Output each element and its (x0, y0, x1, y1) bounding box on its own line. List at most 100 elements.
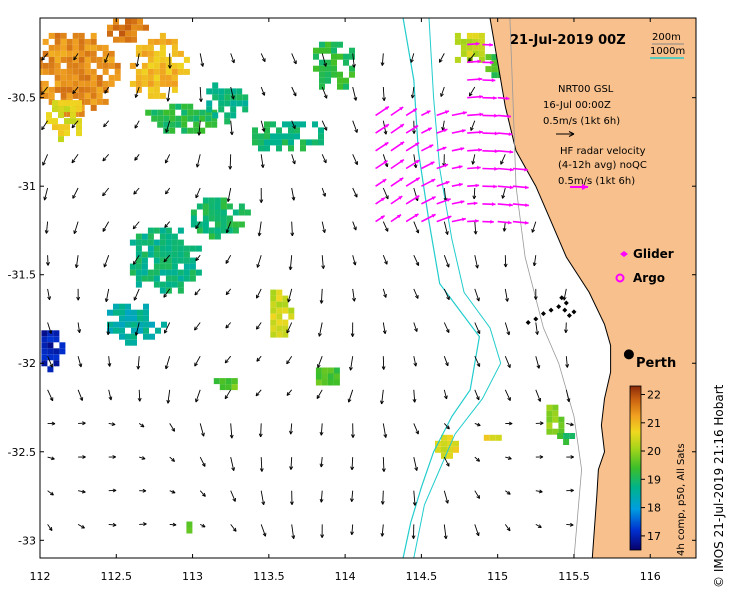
sst-patch (190, 197, 251, 240)
current-arrow (195, 154, 201, 168)
current-arrow (77, 524, 85, 529)
radar-arrow (375, 197, 386, 205)
current-arrow (166, 389, 171, 404)
radar-arrow (512, 203, 529, 207)
current-arrow (352, 187, 358, 198)
current-arrow (291, 86, 297, 97)
current-arrow (104, 53, 110, 63)
radar-arrow (421, 127, 433, 134)
current-arrow (321, 221, 326, 233)
current-arrow (349, 356, 354, 371)
current-arrow (505, 421, 513, 426)
current-arrow (473, 221, 478, 235)
radar-arrow (497, 150, 514, 154)
current-arrow (169, 423, 176, 432)
radar-arrow (451, 182, 463, 187)
radar-arrow (467, 130, 483, 135)
current-arrow (381, 457, 386, 472)
radar-arrow (482, 149, 499, 154)
radar-arrow (467, 165, 481, 170)
radar-arrow (482, 202, 496, 207)
radar-arrow (405, 177, 421, 187)
current-arrow (468, 53, 476, 62)
radar-arrow (436, 198, 451, 205)
current-arrow (535, 389, 542, 402)
radar-arrow (405, 124, 419, 134)
glider-point (571, 309, 577, 315)
radar-arrow (497, 114, 512, 119)
current-arrow (164, 322, 171, 334)
depth-legend-200: 200m (652, 32, 681, 43)
current-arrow (194, 355, 201, 367)
current-arrow (256, 355, 262, 362)
glider-point (559, 295, 565, 301)
radar-arrow (482, 184, 497, 189)
current-arrow (167, 53, 172, 69)
current-arrow (259, 457, 264, 472)
current-arrow (195, 389, 201, 403)
current-arrow (287, 288, 293, 303)
radar-arrow (405, 142, 420, 152)
current-arrow (413, 457, 419, 471)
current-arrow (260, 490, 266, 506)
current-arrow (412, 120, 416, 134)
current-arrow (71, 154, 79, 164)
current-arrow (226, 187, 232, 202)
current-arrow (443, 456, 450, 467)
current-arrow (535, 489, 543, 494)
current-arrow (504, 524, 511, 532)
current-arrow (108, 522, 117, 527)
radar-arrow (467, 59, 482, 64)
current-arrow (195, 254, 201, 262)
current-arrow (352, 154, 358, 166)
radar-arrow (375, 215, 386, 223)
current-arrow (166, 86, 171, 102)
current-arrow (286, 389, 293, 396)
isobath-1000m-inner (413, 18, 502, 558)
x-tick-label: 116 (640, 570, 661, 583)
radar-arrow (390, 141, 405, 152)
radar-arrow (497, 220, 512, 225)
sst-patch (252, 121, 324, 152)
current-arrow (134, 86, 140, 98)
radar-arrow (467, 148, 483, 152)
sst-patch (107, 18, 149, 43)
glider-point (563, 300, 569, 306)
current-arrow (199, 523, 206, 528)
current-arrow (260, 53, 266, 63)
radar-arrow (390, 123, 405, 134)
current-arrow (108, 455, 117, 459)
radar-arrow (482, 219, 494, 224)
current-arrow (531, 221, 537, 233)
current-arrow (474, 389, 480, 401)
current-arrow (107, 356, 112, 367)
current-arrow (103, 255, 110, 268)
current-arrow (474, 524, 480, 537)
current-arrow (410, 86, 415, 99)
current-arrow (535, 524, 542, 528)
current-arrow (501, 187, 506, 199)
radar-arrow (405, 213, 419, 223)
x-axis: 112 112.5 113 113.5 114 114.5 115 115.5 116 (30, 18, 661, 583)
radar-arrow (451, 217, 466, 223)
current-arrow (230, 456, 236, 471)
current-arrow (533, 288, 538, 300)
current-arrow (286, 322, 293, 334)
radar-arrow (436, 146, 447, 152)
current-arrow (164, 356, 171, 370)
current-arrow (350, 457, 355, 471)
current-arrow (474, 288, 480, 302)
current-arrow (102, 154, 110, 162)
x-tick-label: 112.5 (101, 570, 133, 583)
radar-arrow (482, 113, 498, 118)
radar-arrow (436, 215, 452, 223)
current-arrow (470, 120, 476, 131)
sst-patch (546, 404, 565, 435)
current-arrow (500, 154, 506, 165)
radar-arrow (482, 96, 497, 100)
current-arrow (108, 389, 113, 401)
current-arrow (73, 53, 79, 61)
current-arrow (291, 524, 296, 539)
glider-track (525, 295, 577, 326)
current-arrow (224, 389, 232, 400)
